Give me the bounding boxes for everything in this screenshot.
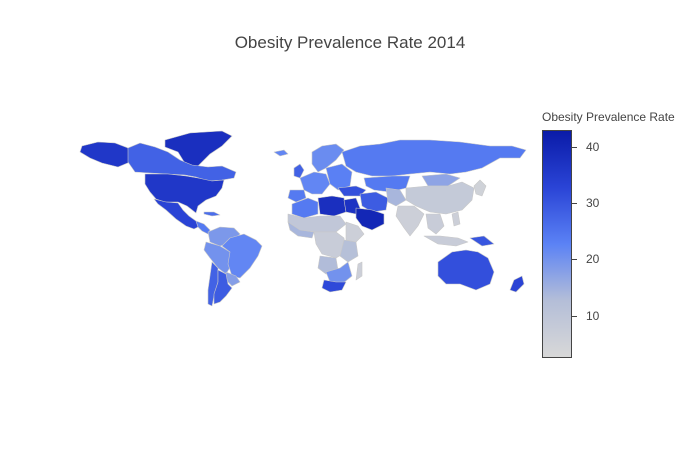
colorbar-tick-label: 20 [586,252,600,267]
country-greenland[interactable] [164,130,233,168]
country-central-america[interactable] [195,220,211,235]
country-madagascar[interactable] [355,261,363,281]
colorbar-tick-mark [572,259,577,261]
country-mongolia[interactable] [421,173,461,187]
country-north-africa-west[interactable] [291,197,319,219]
country-korea-japan[interactable] [473,179,487,197]
country-east-africa[interactable] [339,239,359,263]
country-turkey[interactable] [337,185,367,197]
country-iberia[interactable] [287,189,307,203]
colorbar-tick-mark [572,146,577,148]
colorbar-title: Obesity Prevalence Rate [542,110,675,124]
colorbar-tick-label: 40 [586,139,600,154]
country-australia[interactable] [437,249,495,291]
country-scandinavia[interactable] [311,143,345,173]
country-libya[interactable] [317,195,347,217]
country-russia[interactable] [341,139,527,177]
country-saudi-arabia[interactable] [355,207,385,231]
country-china[interactable] [405,181,475,215]
country-iraq-iran[interactable] [359,191,389,213]
country-south-africa[interactable] [321,279,347,293]
country-ethiopia[interactable] [345,221,365,243]
colorbar-tick-mark [572,315,577,317]
country-iceland[interactable] [273,149,289,157]
country-east-europe[interactable] [325,163,353,191]
country-canada[interactable] [127,142,237,182]
country-cuba[interactable] [203,211,221,217]
colorbar [542,130,572,358]
country-indonesia[interactable] [423,235,469,247]
colorbar-tick-mark [572,203,577,205]
country-west-africa[interactable] [287,221,315,239]
colorbar-tick-label: 30 [586,196,600,211]
country-southeast-asia[interactable] [425,213,445,235]
country-papua-new-guinea[interactable] [469,235,495,247]
country-usa[interactable] [144,173,225,214]
country-new-zealand[interactable] [509,275,525,293]
country-west-europe[interactable] [299,171,331,195]
country-argentina[interactable] [213,269,233,305]
colorbar-tick-label: 10 [586,308,600,323]
country-brazil[interactable] [221,233,263,279]
country-alaska[interactable] [79,141,131,168]
country-uk[interactable] [293,163,305,179]
country-philippines[interactable] [451,211,461,227]
country-central-asia[interactable] [385,187,407,207]
country-india[interactable] [395,205,425,237]
map-title: Obesity Prevalence Rate 2014 [234,33,466,52]
